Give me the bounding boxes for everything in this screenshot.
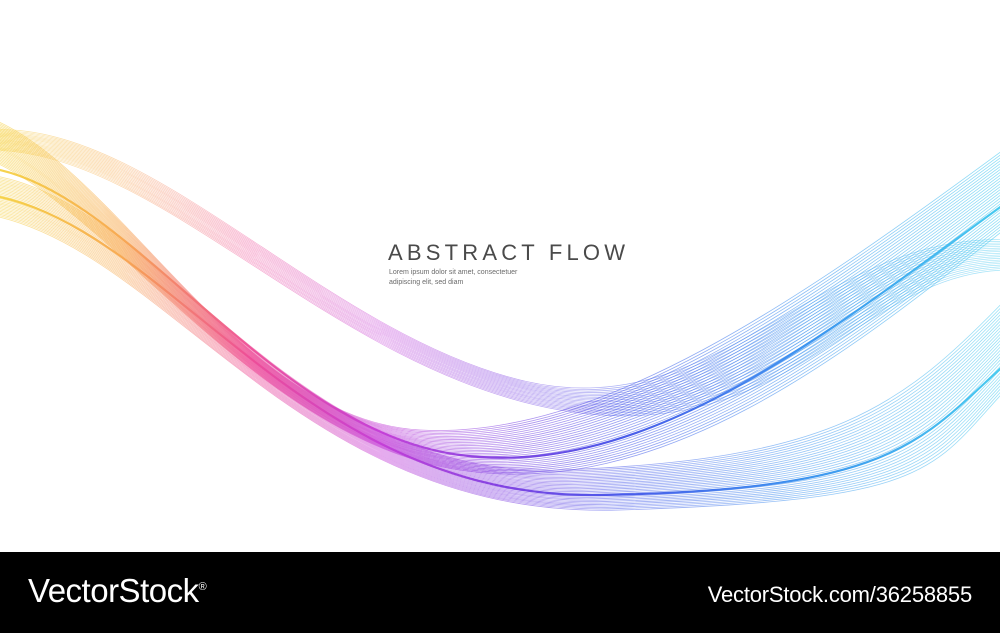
wave-ribbon-middle [0,142,1000,406]
wave-graphic [0,122,1000,511]
wave-ribbon-middle [0,135,1000,397]
brand-logo: VectorStock® [28,572,207,610]
watermark-bar [0,552,1000,633]
wave-ribbon-lower [0,209,1000,504]
caption-line-2: adipiscing elit, sed diam [389,279,464,286]
wave-ribbon-middle [0,145,1000,410]
wave-ribbon-lower [0,192,1000,487]
wave-ribbon-upper [0,128,1000,437]
wave-accent-line [0,196,1000,497]
wave-ribbon-lower [0,176,1000,471]
wave-ribbon-middle [0,138,1000,401]
wave-ribbon-middle [0,146,1000,412]
wave-ribbon-middle [0,150,1000,416]
wave-ribbon-middle [0,147,1000,413]
wave-ribbon-lower [0,189,1000,484]
wave-ribbon-upper [0,140,1000,450]
wave-ribbon-lower [0,212,1000,507]
wave-ribbon-middle [0,132,1000,393]
wave-ribbon-lower [0,203,1000,498]
wave-ribbon-middle [0,139,1000,403]
wave-ribbon-lower [0,182,1000,477]
wave-ribbon-middle [0,137,1000,400]
wave-ribbon-upper [0,153,1000,464]
wave-ribbon-lower [0,216,1000,511]
wave-ribbon-lower [0,196,1000,491]
abstract-wave-artwork: ABSTRACT FLOW Lorem ipsum dolor sit amet… [0,122,1000,511]
wave-ribbon-lower [0,180,1000,475]
wave-ribbon-middle [0,136,1000,398]
wave-ribbon-middle [0,129,1000,389]
caption-line-1: Lorem ipsum dolor sit amet, consectetuer [389,269,518,276]
artwork-caption: Lorem ipsum dolor sit amet, consectetuer… [389,268,539,288]
brand-name: VectorStock [28,572,199,609]
wave-ribbon-lower [0,185,1000,480]
wave-ribbon-lower [0,191,1000,485]
wave-lines [0,122,1000,511]
wave-ribbon-lower [0,206,1000,501]
wave-ribbon-lower [0,205,1000,500]
wave-ribbon-upper [0,123,1000,433]
artwork-title: ABSTRACT FLOW [388,240,630,265]
wave-ribbon-upper [0,131,1000,440]
wave-ribbon-lower [0,188,1000,482]
wave-ribbon-upper [0,129,1000,439]
wave-ribbon-lower [0,179,1000,474]
wave-ribbon-middle [0,148,1000,415]
wave-ribbon-lower [0,186,1000,481]
wave-ribbon-middle [0,130,1000,390]
wave-ribbon-upper [0,156,1000,467]
wave-ribbon-upper [0,132,1000,442]
wave-ribbon-upper [0,126,1000,436]
wave-ribbon-middle [0,144,1000,409]
wave-ribbon-upper [0,155,1000,465]
wave-ribbon-upper [0,152,1000,462]
stock-image-id: VectorStock.com/36258855 [707,582,972,607]
wave-ribbon-lower [0,183,1000,478]
wave-ribbon-upper [0,137,1000,446]
wave-ribbon-lower [0,198,1000,492]
wave-ribbon-middle [0,131,1000,392]
wave-ribbon-lower [0,208,1000,502]
registered-mark: ® [198,581,207,593]
wave-ribbon-upper [0,134,1000,443]
wave-ribbon-upper [0,122,1000,431]
wave-ribbon-lower [0,214,1000,508]
wave-ribbon-lower [0,178,1000,472]
wave-ribbon-lower [0,215,1000,510]
wave-ribbon-middle [0,134,1000,395]
wave-ribbon-lower [0,211,1000,505]
wave-accent-line [0,169,1000,459]
wave-ribbon-middle [0,140,1000,404]
wave-ribbon-upper [0,135,1000,445]
wave-ribbon-upper [0,125,1000,434]
wave-ribbon-upper [0,138,1000,448]
